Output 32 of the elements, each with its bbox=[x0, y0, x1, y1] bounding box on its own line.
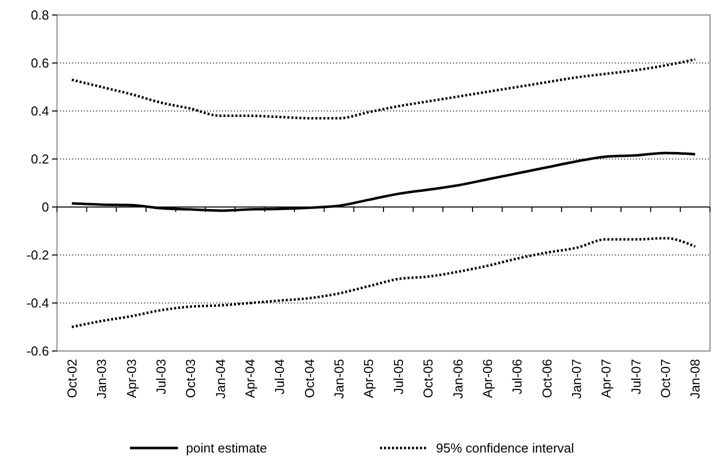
y-tick-label: 0.8 bbox=[30, 8, 49, 23]
x-tick-label: Oct-02 bbox=[64, 359, 80, 398]
x-tick-label: Apr-06 bbox=[480, 359, 495, 398]
x-tick-label: Apr-04 bbox=[242, 359, 258, 398]
x-tick-label: Apr-03 bbox=[124, 359, 139, 398]
x-tick-label: Jul-04 bbox=[272, 359, 288, 394]
x-tick-label: Jan-07 bbox=[568, 359, 584, 399]
legend-label: point estimate bbox=[186, 440, 267, 456]
x-tick-label: Jul-03 bbox=[153, 359, 168, 394]
x-tick-label: Jul-06 bbox=[510, 359, 525, 394]
x-tick-label: Jan-03 bbox=[94, 359, 110, 399]
y-tick-label: -0.6 bbox=[26, 344, 49, 359]
x-tick-label: Oct-05 bbox=[420, 359, 436, 398]
y-tick-label: 0.4 bbox=[30, 104, 49, 119]
y-tick-label: -0.4 bbox=[26, 296, 49, 311]
x-tick-label: Jan-08 bbox=[688, 359, 703, 399]
y-tick-label: 0.2 bbox=[30, 152, 49, 167]
x-tick-label: Oct-04 bbox=[302, 359, 317, 398]
x-tick-label: Jan-06 bbox=[450, 359, 466, 399]
y-tick-label: -0.2 bbox=[26, 248, 49, 263]
x-tick-label: Jul-05 bbox=[390, 359, 406, 394]
legend-label: 95% confidence interval bbox=[436, 440, 574, 456]
x-tick-label: Apr-05 bbox=[361, 359, 376, 398]
x-tick-label: Oct-06 bbox=[539, 359, 554, 398]
x-tick-label: Apr-07 bbox=[598, 359, 614, 398]
x-tick-label: Jan-04 bbox=[212, 359, 228, 399]
x-tick-label: Jan-05 bbox=[332, 359, 347, 399]
x-tick-label: Jul-07 bbox=[628, 359, 644, 394]
y-tick-label: 0.6 bbox=[30, 56, 49, 71]
x-tick-label: Oct-03 bbox=[183, 359, 198, 398]
x-tick-label: Oct-07 bbox=[658, 359, 674, 398]
y-tick-label: 0 bbox=[42, 200, 49, 215]
